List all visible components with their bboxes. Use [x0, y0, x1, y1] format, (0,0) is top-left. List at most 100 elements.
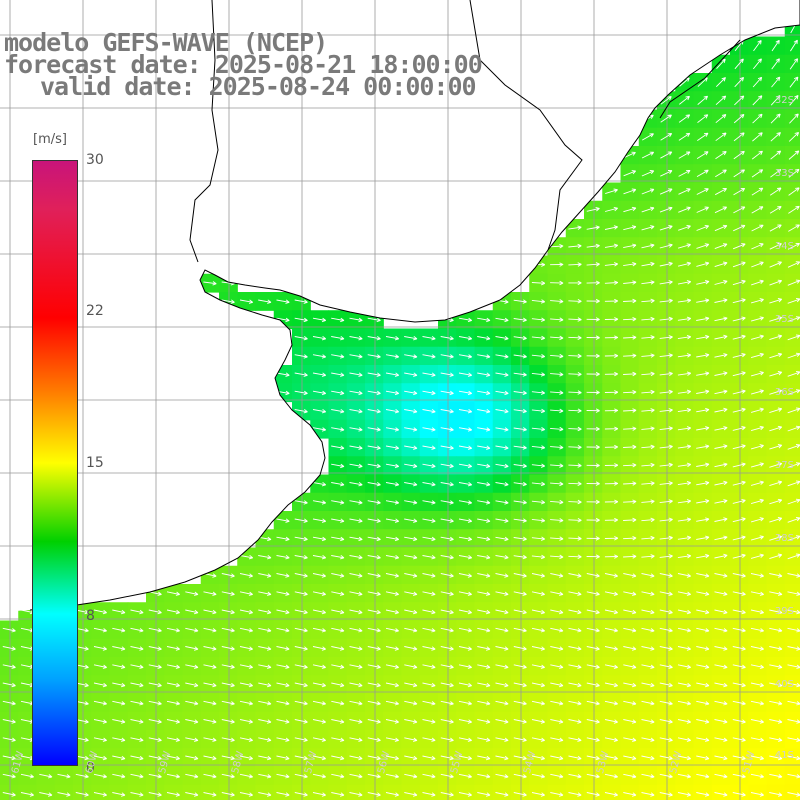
lagoon-line	[659, 39, 741, 119]
wind-arrow	[696, 700, 710, 706]
wind-arrow	[641, 792, 655, 797]
wind-arrow	[604, 700, 618, 706]
wind-arrow	[677, 407, 692, 413]
wind-arrow	[440, 518, 454, 523]
wind-arrow	[331, 317, 345, 323]
wind-speed-cell	[766, 109, 786, 129]
wind-arrow	[276, 591, 290, 596]
wind-arrow	[130, 664, 144, 669]
wind-arrow	[367, 317, 381, 323]
wind-arrow	[732, 243, 746, 250]
wind-arrow	[404, 445, 418, 450]
wind-arrow	[531, 646, 545, 651]
wind-speed-cell	[365, 784, 384, 800]
wind-arrow	[294, 299, 308, 304]
wind-arrow	[312, 554, 327, 560]
wind-arrow	[604, 262, 619, 267]
wind-arrow	[586, 682, 600, 688]
wind-speed-cell	[146, 784, 165, 800]
wind-arrow	[641, 353, 655, 358]
wind-arrow	[550, 609, 564, 615]
wind-arrow	[239, 299, 254, 304]
wind-arrow	[495, 518, 509, 523]
wind-arrow	[659, 554, 673, 559]
wind-arrow	[312, 481, 327, 487]
wind-speed-cell	[292, 784, 311, 800]
wind-arrow	[385, 481, 400, 487]
wind-arrow	[477, 573, 491, 578]
wind-arrow	[568, 262, 582, 267]
wind-arrow	[604, 773, 618, 779]
wind-speed-cell	[730, 127, 749, 147]
wind-arrow	[276, 518, 290, 523]
wind-arrow	[696, 499, 710, 504]
wind-arrow	[349, 792, 363, 797]
wind-arrow	[586, 719, 600, 724]
wind-arrow	[623, 206, 637, 213]
wind-arrow	[513, 390, 527, 396]
wind-speed-cell	[784, 730, 800, 749]
wind-arrow	[769, 700, 783, 706]
wind-arrow	[714, 444, 728, 449]
wind-arrow	[312, 317, 327, 323]
wind-arrow	[367, 682, 381, 688]
wind-arrow	[294, 372, 308, 377]
wind-arrow	[751, 243, 764, 250]
wind-arrow	[677, 591, 691, 596]
wind-arrow	[696, 664, 710, 669]
wind-speed-cell	[711, 109, 731, 129]
wind-arrow	[604, 573, 618, 578]
wind-arrow	[422, 700, 436, 706]
wind-arrow	[732, 591, 746, 596]
wind-arrow	[732, 462, 746, 468]
wind-arrow	[769, 792, 783, 797]
wind-arrow	[733, 224, 746, 232]
wind-arrow	[751, 206, 764, 214]
wind-arrow	[750, 573, 764, 578]
wind-arrow	[513, 719, 527, 724]
wind-arrow	[769, 517, 783, 523]
wind-arrow	[678, 169, 691, 177]
wind-arrow	[258, 719, 272, 724]
wind-arrow	[513, 755, 527, 761]
wind-speed-cell	[456, 784, 476, 800]
wind-arrow	[715, 132, 727, 142]
wind-arrow	[477, 317, 491, 323]
wind-arrow	[331, 591, 345, 596]
wind-arrow	[294, 792, 308, 797]
wind-arrow	[404, 773, 418, 779]
wind-speed-cell	[73, 784, 92, 800]
wind-arrow	[221, 682, 235, 688]
wind-arrow	[513, 463, 527, 469]
wind-arrow	[312, 427, 327, 432]
wind-arrow	[422, 427, 436, 432]
wind-speed-cell	[784, 657, 800, 676]
coastline-path	[29, 0, 800, 611]
wind-arrow	[148, 755, 162, 761]
wind-arrow	[677, 261, 691, 267]
wind-arrow	[732, 425, 746, 431]
wind-arrow	[404, 627, 418, 633]
wind-arrow	[696, 646, 710, 651]
wind-arrow	[404, 354, 418, 359]
wind-arrow	[550, 773, 564, 779]
wind-arrow	[659, 700, 673, 706]
wind-arrow	[659, 792, 673, 797]
wind-arrow	[751, 150, 763, 160]
wind-arrow	[568, 792, 582, 797]
wind-arrow	[531, 299, 546, 304]
wind-arrow	[185, 646, 199, 651]
wind-arrow	[714, 737, 728, 742]
wind-arrow	[604, 719, 618, 724]
wind-arrow	[221, 591, 235, 596]
wind-arrow	[185, 737, 199, 742]
wind-arrow	[550, 390, 564, 395]
wind-arrow	[276, 682, 290, 688]
wind-arrow	[623, 591, 637, 596]
wind-arrow	[495, 609, 509, 615]
wind-arrow	[349, 536, 363, 542]
wind-arrow	[659, 499, 673, 504]
wind-arrow	[20, 773, 34, 779]
wind-speed-cell	[784, 36, 800, 56]
wind-arrow	[495, 591, 509, 596]
